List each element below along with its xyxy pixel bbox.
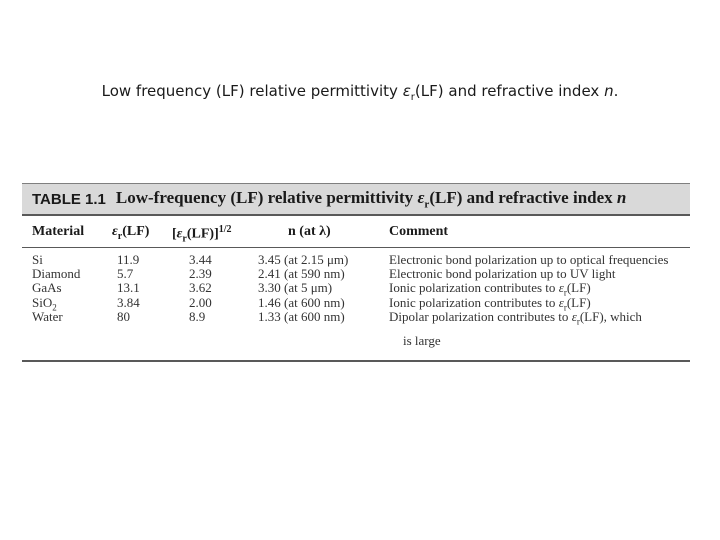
column-header-row: Material εr(LF) [εr(LF)]1/2 n (at λ) Com…: [22, 216, 690, 248]
cell-eps: 3.84: [117, 295, 140, 310]
title-n: n: [604, 82, 614, 100]
slide-title: Low frequency (LF) relative permittivity…: [0, 82, 720, 103]
cell-material: Water: [32, 309, 63, 324]
table-row: SiO2 3.84 2.00 1.46 (at 600 nm) Ionic polari…: [22, 295, 690, 313]
cell-comment: Ionic polarization contributes to εr(LF): [389, 295, 591, 313]
cell-n: 3.45 (at 2.15 μm): [258, 252, 349, 267]
cell-eps: 11.9: [117, 252, 140, 267]
cell-material: Si: [32, 252, 43, 267]
title-epsilon-sub: r: [410, 92, 415, 103]
header-comment: Comment: [389, 224, 449, 239]
cell-sqrt-eps: 2.00: [189, 295, 212, 310]
cell-sqrt-eps: 2.39: [189, 266, 212, 281]
cell-n: 1.46 (at 600 nm): [258, 295, 345, 310]
table-row: Diamond 5.7 2.39 2.41 (at 590 nm) Electronic…: [22, 266, 690, 281]
cell-material: GaAs: [32, 280, 62, 295]
cell-sqrt-eps: 3.44: [189, 252, 212, 267]
comment-continuation: is large: [403, 333, 441, 348]
cell-comment: Electronic bond polarization up to optic…: [389, 252, 669, 267]
cell-comment: Ionic polarization contributes to εr(LF): [389, 280, 591, 298]
header-eps: εr(LF): [112, 224, 150, 242]
permittivity-table: TABLE 1.1 Low-frequency (LF) relative pe…: [22, 183, 690, 362]
header-material: Material: [32, 224, 85, 239]
table-caption: Low-frequency (LF) relative permittivity…: [116, 188, 626, 210]
caption-epsilon-sub: r: [424, 198, 430, 211]
cell-eps: 80: [117, 309, 130, 324]
cell-sqrt-eps: 3.62: [189, 280, 212, 295]
title-epsilon: ε: [402, 82, 411, 100]
caption-mid: (LF) and refractive index: [429, 187, 617, 207]
cell-comment: Electronic bond polarization up to UV li…: [389, 266, 616, 281]
caption-epsilon: ε: [417, 187, 425, 207]
caption-n: n: [616, 187, 627, 207]
table-body: is large Si 11.9 3.44 3.45 (at 2.15 μm) Elec…: [22, 248, 690, 362]
table-row: Water 80 8.9 1.33 (at 600 nm) Dipolar polari…: [22, 309, 690, 327]
header-n: n (at λ): [288, 224, 331, 239]
table-row: GaAs 13.1 3.62 3.30 (at 5 μm) Ionic polariza…: [22, 280, 690, 298]
cell-material: SiO2: [32, 295, 57, 313]
title-mid: (LF) and refractive index: [414, 82, 605, 100]
title-end: .: [613, 82, 619, 100]
table-number: TABLE 1.1: [32, 190, 106, 208]
cell-comment: Dipolar polarization contributes to εr(L…: [389, 309, 642, 327]
cell-n: 2.41 (at 590 nm): [258, 266, 345, 281]
cell-sqrt-eps: 8.9: [189, 309, 206, 324]
header-sqrt-eps: [εr(LF)]1/2: [172, 224, 232, 245]
caption-prefix: Low-frequency (LF) relative permittivity: [115, 187, 418, 207]
cell-n: 1.33 (at 600 nm): [258, 309, 345, 324]
table-caption-bar: TABLE 1.1 Low-frequency (LF) relative pe…: [22, 183, 690, 216]
cell-eps: 13.1: [117, 280, 140, 295]
cell-material: Diamond: [32, 266, 81, 281]
cell-eps: 5.7: [117, 266, 134, 281]
title-prefix: Low frequency (LF) relative permittivity: [101, 82, 403, 100]
table-row: Si 11.9 3.44 3.45 (at 2.15 μm) Electronic bo…: [22, 252, 690, 267]
cell-n: 3.30 (at 5 μm): [258, 280, 333, 295]
